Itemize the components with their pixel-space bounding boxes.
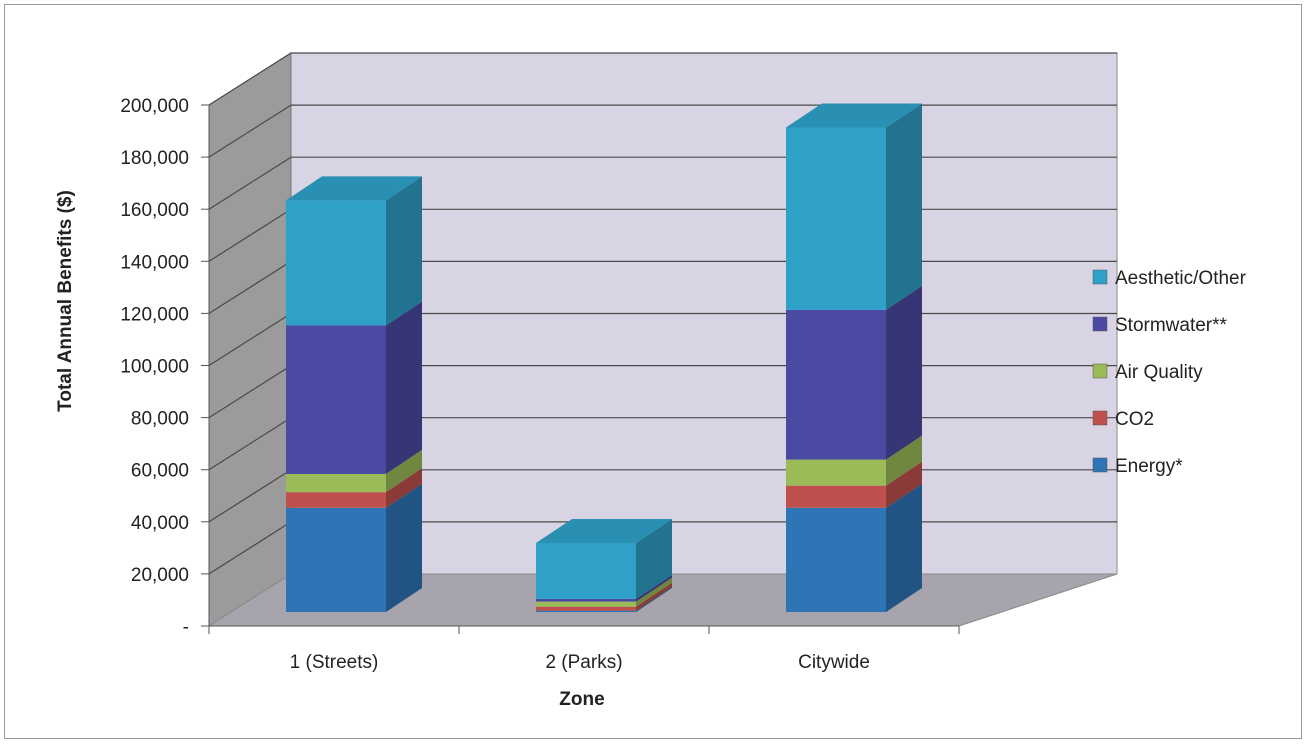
bar-segment: [536, 582, 672, 611]
chart-frame: - 20,000 40,000 60,000 80,000 100,000 120,000 1…: [4, 4, 1302, 739]
bar-front: [786, 309, 886, 460]
bar-front: [536, 598, 636, 602]
bar-front: [536, 610, 636, 612]
bar-front: [786, 127, 886, 310]
bar-segment: [286, 301, 422, 474]
bar-side: [386, 449, 422, 493]
y-axis-title: Total Annual Benefits ($): [55, 190, 76, 412]
bar-segment: [286, 176, 422, 326]
y-tick-label: 60,000: [131, 461, 189, 482]
x-tick-label: Citywide: [798, 652, 870, 673]
bar-top: [536, 518, 672, 543]
x-axis: 1 (Streets) 2 (Parks) Citywide: [208, 625, 960, 673]
bar-front: [286, 492, 386, 508]
legend-item: Energy*: [1092, 456, 1183, 477]
bar-front: [286, 507, 386, 612]
bar-top: [286, 176, 422, 201]
bar-side: [886, 461, 922, 508]
bar-top: [786, 103, 922, 128]
bar-side: [886, 435, 922, 486]
legend-item: CO2: [1092, 409, 1154, 430]
x-tick-label: 2 (Parks): [545, 652, 622, 673]
legend-label: Aesthetic/Other: [1115, 268, 1247, 289]
bar-front: [286, 473, 386, 493]
bar-side: [886, 103, 922, 310]
legend-item: Stormwater**: [1092, 315, 1228, 336]
legend-label: CO2: [1115, 409, 1154, 430]
y-tick-label: 140,000: [120, 252, 189, 273]
legend-swatch: [1092, 363, 1108, 379]
legend-swatch: [1092, 269, 1108, 285]
y-axis: - 20,000 40,000 60,000 80,000 100,000 120,000 1…: [120, 96, 210, 638]
legend: Aesthetic/Other Stormwater** Air Quality CO…: [1092, 268, 1247, 477]
bar-front: [536, 606, 636, 611]
y-tick-label: 100,000: [120, 357, 189, 378]
y-tick-label: 20,000: [131, 565, 189, 586]
bar-side: [636, 577, 672, 607]
y-tick-label: -: [183, 617, 189, 638]
x-tick-label: 1 (Streets): [290, 652, 379, 673]
bar-segment: [786, 285, 922, 460]
bar-segment: [536, 574, 672, 602]
legend-label: Stormwater**: [1115, 315, 1228, 336]
bar-segment: [286, 449, 422, 493]
bar-front: [286, 200, 386, 326]
x-axis-title: Zone: [559, 689, 604, 710]
bar-side: [636, 518, 672, 599]
bar-stack: [786, 103, 922, 612]
legend-item: Air Quality: [1092, 362, 1203, 383]
bar-segment: [286, 468, 422, 508]
bar-front: [536, 542, 636, 599]
gridline: [208, 52, 1117, 106]
bar-segment: [786, 435, 922, 486]
y-tick-label: 160,000: [120, 200, 189, 221]
bar-front: [536, 601, 636, 607]
y-tick-label: 40,000: [131, 513, 189, 534]
bar-front: [786, 507, 886, 612]
bar-stack: [286, 176, 422, 612]
bar-segment: [786, 103, 922, 310]
y-tick-label: 80,000: [131, 409, 189, 430]
bar-front: [786, 485, 886, 508]
bar-side: [886, 285, 922, 460]
y-tick-label: 200,000: [120, 96, 189, 117]
bar-side: [636, 582, 672, 611]
bar-segment: [536, 518, 672, 599]
bar-side: [386, 468, 422, 508]
bar-front: [786, 459, 886, 486]
y-tick-label: 180,000: [120, 148, 189, 169]
bar-side: [386, 483, 422, 612]
legend-swatch: [1092, 316, 1108, 332]
bar-side: [386, 176, 422, 326]
bar-segment: [786, 461, 922, 508]
bar-side: [386, 301, 422, 474]
bar-segment: [786, 483, 922, 612]
legend-swatch: [1092, 410, 1108, 426]
bar-stack: [536, 518, 672, 612]
bars: [286, 103, 922, 612]
bar-side: [636, 586, 672, 612]
legend-label: Energy*: [1115, 456, 1183, 477]
bar-segment: [286, 483, 422, 612]
legend-swatch: [1092, 457, 1108, 473]
bar-side: [886, 483, 922, 612]
bar-side: [636, 574, 672, 602]
chart-svg: - 20,000 40,000 60,000 80,000 100,000 120,000 1…: [55, 52, 1247, 710]
bar-segment: [536, 586, 672, 612]
bar-segment: [536, 577, 672, 607]
bar-front: [286, 325, 386, 474]
legend-label: Air Quality: [1115, 362, 1203, 383]
legend-item: Aesthetic/Other: [1092, 268, 1247, 289]
y-tick-label: 120,000: [120, 304, 189, 325]
